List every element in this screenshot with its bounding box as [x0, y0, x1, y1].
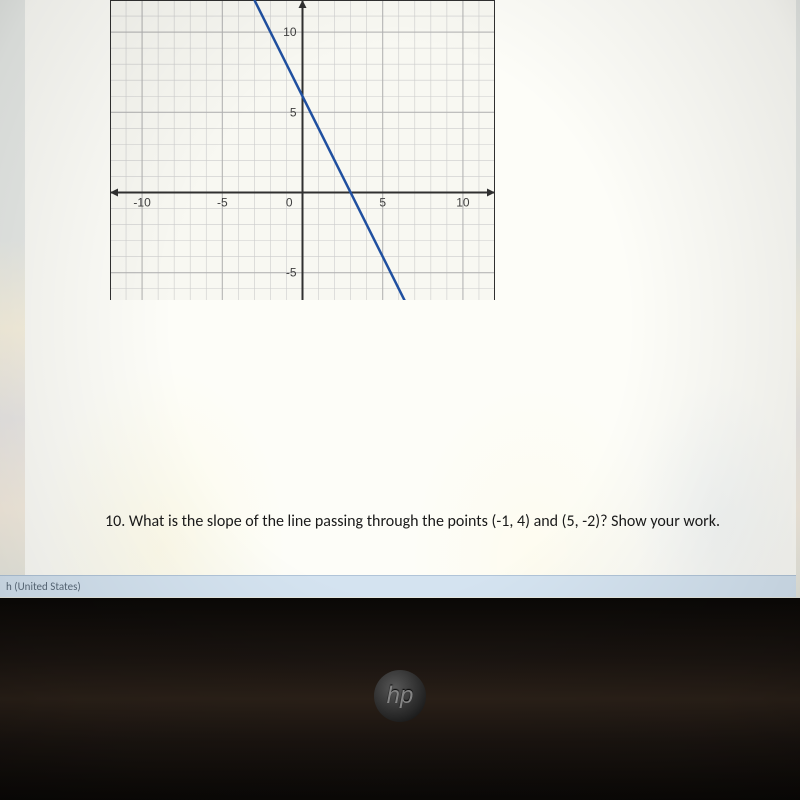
svg-text:5: 5	[290, 105, 297, 119]
coordinate-graph: -10-50510-10-5510	[110, 0, 495, 300]
svg-text:10: 10	[456, 196, 470, 210]
question-text: 10. What is the slope of the line passin…	[105, 512, 720, 531]
svg-text:5: 5	[379, 196, 386, 210]
question-body: What is the slope of the line passing th…	[129, 512, 720, 531]
screen-area: -10-50510-10-5510 10. What is the slope …	[0, 0, 800, 598]
document-page: -10-50510-10-5510 10. What is the slope …	[25, 0, 796, 575]
question-number: 10.	[105, 512, 125, 531]
svg-text:-5: -5	[286, 266, 297, 280]
status-language: h (United States)	[6, 580, 81, 593]
screen-glare	[50, 300, 792, 575]
status-bar: h (United States)	[0, 575, 796, 597]
hp-logo-text: hp	[387, 682, 414, 710]
hp-logo: hp	[374, 670, 426, 722]
svg-text:-10: -10	[133, 196, 151, 210]
svg-text:0: 0	[286, 196, 293, 210]
svg-text:10: 10	[283, 25, 297, 39]
svg-text:-5: -5	[217, 196, 228, 210]
